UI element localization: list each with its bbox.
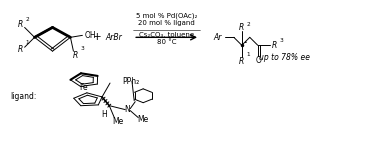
Text: Fe: Fe [79,83,88,92]
Text: ArBr: ArBr [106,33,123,42]
Text: 1: 1 [247,52,251,57]
Text: 80 °C: 80 °C [157,39,176,45]
Text: 3: 3 [80,46,84,51]
Text: up to 78% ee: up to 78% ee [259,53,310,62]
Text: 2: 2 [247,22,251,27]
Text: 5 mol % Pd(OAc)₂: 5 mol % Pd(OAc)₂ [136,12,197,19]
Text: Ar: Ar [214,33,222,42]
Text: R: R [239,57,244,66]
Text: OH: OH [85,31,96,40]
Text: Me: Me [138,115,149,124]
Text: Me: Me [113,117,124,126]
Text: 2: 2 [26,17,29,22]
Text: R: R [18,45,23,54]
Text: R: R [18,20,23,29]
Text: 3: 3 [280,38,283,43]
Text: +: + [93,32,102,42]
Text: H: H [102,110,107,119]
Text: 1: 1 [26,40,29,45]
Text: PPh₂: PPh₂ [122,77,139,86]
Text: Cs₂CO₃, toluene: Cs₂CO₃, toluene [139,32,194,38]
Text: 20 mol % ligand: 20 mol % ligand [138,20,195,26]
Text: R: R [239,23,244,32]
Text: ligand:: ligand: [11,92,37,101]
Text: R: R [73,51,78,60]
Text: •: • [243,40,247,45]
Text: N: N [124,105,130,114]
Text: O: O [256,56,262,65]
Text: R: R [272,41,277,50]
